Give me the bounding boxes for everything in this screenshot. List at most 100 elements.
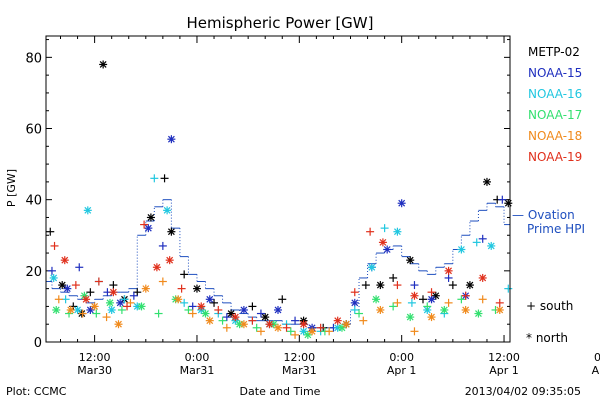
- noaa-16-north-marker: [49, 273, 58, 282]
- marker-stroke: [406, 313, 414, 321]
- marker-stroke: [428, 313, 435, 321]
- marker-stroke: [445, 267, 453, 275]
- noaa-19-south-marker: [282, 323, 291, 332]
- noaa-18-south-marker: [393, 298, 402, 307]
- metp-02-south-marker: [248, 302, 257, 311]
- noaa-16-south-marker: [407, 298, 416, 307]
- marker-stroke: [398, 199, 406, 207]
- x-tick-date-label: Apr 2: [592, 364, 600, 377]
- marker-stroke: [116, 299, 124, 307]
- noaa-17-south-marker: [117, 305, 126, 314]
- marker-stroke: [82, 295, 90, 303]
- metp-02-north-marker: [99, 60, 108, 69]
- x-tick-time-label: 12:00: [488, 351, 520, 364]
- noaa-16-south-marker: [120, 295, 129, 304]
- metp-02-south-marker: [109, 281, 118, 290]
- metp-02-north-marker: [58, 281, 67, 290]
- noaa-18-south-marker: [158, 277, 167, 286]
- marker-stroke: [308, 327, 316, 335]
- noaa-19-south-marker: [214, 305, 223, 314]
- marker-stroke: [411, 292, 418, 300]
- noaa-16-south-marker: [472, 238, 481, 247]
- x-tick-time-label: 0:00: [389, 351, 414, 364]
- noaa-15-south-marker: [75, 263, 84, 272]
- marker-stroke: [479, 274, 487, 282]
- noaa-19-south-marker: [140, 220, 149, 229]
- marker-stroke: [457, 246, 465, 253]
- noaa-17-north-marker: [105, 298, 114, 307]
- marker-stroke: [67, 306, 75, 314]
- x-tick-date-label: Mar30: [77, 364, 112, 377]
- noaa-17-north-marker: [372, 295, 381, 304]
- chart-title: Hemispheric Power [GW]: [187, 14, 374, 32]
- noaa-16-south-marker: [350, 305, 359, 314]
- noaa-19-south-marker: [177, 284, 186, 293]
- marker-stroke: [91, 302, 99, 310]
- noaa-19-south-marker: [94, 277, 103, 286]
- noaa-15-south-marker: [498, 195, 507, 204]
- noaa-18-south-marker: [78, 309, 87, 318]
- noaa-19-north-marker: [410, 291, 419, 300]
- marker-stroke: [63, 285, 71, 293]
- metp-02-south-marker: [46, 227, 55, 236]
- marker-stroke: [202, 310, 209, 317]
- noaa-19-north-marker: [444, 266, 453, 275]
- y-tick-label: 0: [34, 336, 42, 351]
- x-tick-date-label: Mar31: [180, 364, 215, 377]
- metp-02-south-marker: [278, 295, 287, 304]
- noaa-16-north-marker: [107, 305, 116, 314]
- noaa-18-north-marker: [376, 305, 385, 314]
- noaa-18-north-marker: [90, 302, 99, 311]
- noaa-17-south-marker: [184, 305, 193, 314]
- noaa-18-north-marker: [274, 323, 282, 332]
- marker-stroke: [372, 295, 380, 303]
- noaa-18-south-marker: [325, 327, 334, 336]
- noaa-18-south-marker: [256, 327, 265, 336]
- noaa-19-south-marker: [393, 281, 402, 290]
- metp-02-south-marker: [210, 298, 219, 307]
- noaa-18-north-marker: [342, 320, 351, 329]
- marker-stroke: [342, 320, 350, 328]
- noaa-18-south-marker: [126, 298, 135, 307]
- noaa-16-south-marker: [380, 224, 389, 233]
- marker-stroke: [147, 214, 155, 221]
- noaa-19-north-marker: [478, 273, 487, 282]
- legend-north-symbol: * north: [526, 331, 568, 345]
- noaa-15-north-marker: [63, 284, 72, 293]
- y-axis-label: P [GW]: [5, 169, 18, 207]
- noaa-19-north-marker: [299, 320, 308, 329]
- noaa-19-south-marker: [316, 323, 325, 332]
- legend-entry: NOAA-18: [528, 129, 582, 143]
- marker-stroke: [240, 306, 248, 314]
- noaa-15-north-marker: [239, 305, 248, 314]
- legend: METP-02 NOAA-15 NOAA-16 NOAA-17 NOAA-18 NOAA-…: [512, 45, 585, 345]
- marker-stroke: [274, 324, 282, 332]
- noaa-17-south-marker: [389, 302, 398, 311]
- noaa-15-north-marker: [383, 245, 392, 254]
- x-tick-date-label: Apr 1: [387, 364, 417, 377]
- noaa-18-south-marker: [102, 313, 111, 322]
- noaa-19-north-marker: [60, 256, 69, 265]
- noaa-17-north-marker: [201, 309, 210, 318]
- noaa-15-north-marker: [116, 298, 125, 307]
- marker-stroke: [167, 228, 175, 236]
- marker-stroke: [240, 320, 248, 328]
- marker-stroke: [84, 206, 92, 214]
- noaa-18-south-marker: [478, 295, 487, 304]
- y-tick-label: 40: [25, 194, 42, 209]
- metp-02-south-marker: [86, 288, 95, 297]
- noaa-17-south-marker: [218, 316, 227, 325]
- noaa-18-south-marker: [410, 327, 419, 336]
- y-tick-label: 80: [25, 51, 42, 66]
- marker-stroke: [142, 285, 150, 293]
- noaa-18-north-marker: [308, 327, 317, 336]
- axes: 02040608012:00Mar300:00Mar3112:00Mar310:…: [25, 36, 600, 377]
- noaa-19-south-marker: [461, 291, 470, 300]
- marker-stroke: [167, 135, 175, 143]
- x-tick-time-label: 12:00: [79, 351, 111, 364]
- noaa-15-south-marker: [410, 281, 419, 290]
- metp-02-north-marker: [376, 281, 385, 290]
- legend-entry: METP-02: [528, 45, 580, 59]
- noaa-15-south-marker: [256, 309, 265, 318]
